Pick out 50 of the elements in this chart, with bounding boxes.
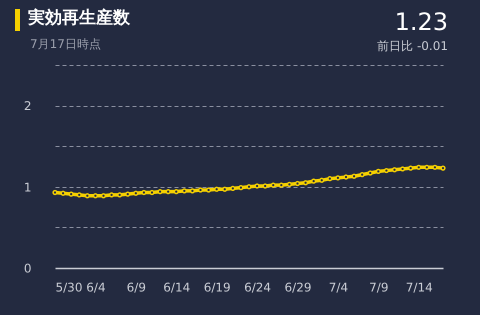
y-tick-label: 0 (24, 262, 32, 276)
point (230, 186, 236, 192)
x-tick-label: 7/9 (369, 280, 388, 294)
point (84, 193, 90, 198)
point (392, 167, 398, 172)
point (335, 175, 341, 180)
x-tick-label: 7/14 (406, 280, 433, 294)
point (424, 164, 430, 170)
point (351, 174, 357, 179)
point (174, 189, 179, 194)
point (214, 186, 220, 192)
text: 1.23 (394, 8, 448, 36)
chart-subtitle: 7月17日時点 (30, 36, 101, 53)
point (190, 188, 196, 194)
point (327, 176, 332, 182)
point (360, 172, 365, 178)
x-tick-label: 6/29 (284, 280, 312, 294)
point (68, 191, 74, 197)
point (246, 184, 252, 190)
point (222, 186, 228, 192)
x-tick-label: 6/19 (204, 280, 231, 294)
point (166, 189, 171, 194)
point (117, 192, 122, 198)
point (133, 190, 138, 196)
text: 前日比 -0.01 (377, 38, 448, 55)
point (319, 178, 324, 183)
point (60, 190, 66, 196)
y-tick-label: 1 (24, 180, 32, 194)
point (311, 178, 316, 184)
x-tick-label: 6/24 (244, 280, 272, 294)
x-tick-label: 6/14 (163, 280, 190, 294)
point (270, 182, 276, 188)
point (408, 166, 414, 171)
y-tick-label: 2 (24, 99, 32, 114)
x-tick-label: 6/9 (126, 280, 146, 294)
point (125, 191, 130, 197)
point (286, 182, 292, 187)
x-tick-label: 7/4 (328, 280, 348, 294)
point (416, 164, 422, 170)
x-tick-label: 6/4 (86, 280, 106, 294)
point (76, 192, 82, 198)
point (440, 166, 446, 171)
point (302, 180, 308, 186)
point (368, 170, 373, 176)
chart-title: 実効再生産数 (28, 7, 130, 29)
point (278, 182, 284, 188)
point (262, 183, 268, 189)
x-tick-label: 5/30 (56, 280, 82, 294)
point (376, 168, 381, 174)
point (182, 188, 187, 194)
